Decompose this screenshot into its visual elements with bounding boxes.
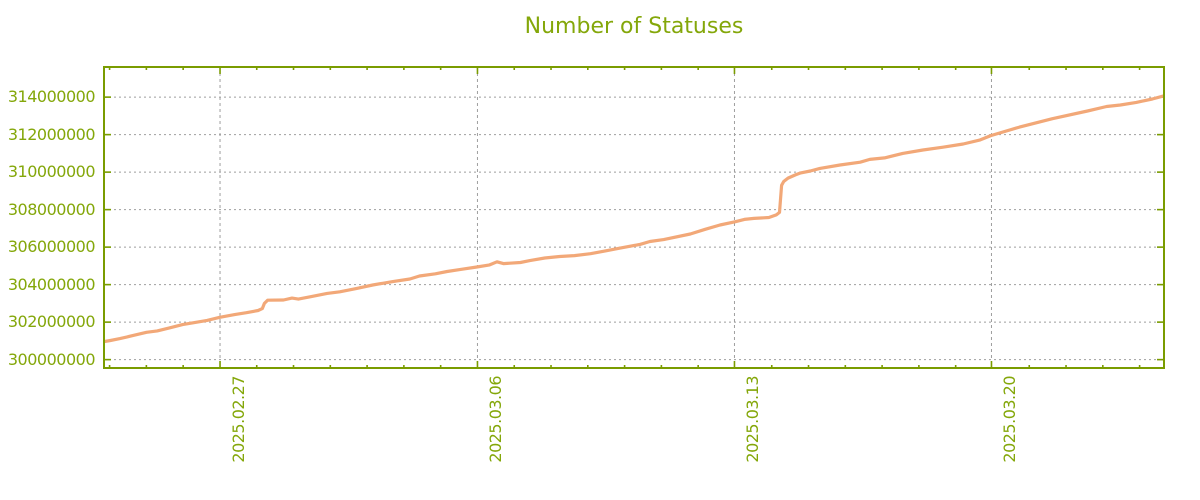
- y-tick-label: 304000000: [7, 274, 96, 294]
- y-tick-label: 314000000: [7, 87, 96, 107]
- plot-area: [103, 66, 1165, 369]
- y-tick-label: 302000000: [7, 312, 96, 332]
- y-tick-label: 308000000: [7, 199, 96, 219]
- y-tick-label: 312000000: [7, 124, 96, 144]
- y-tick-label: 310000000: [7, 162, 96, 182]
- y-tick-label: 306000000: [7, 237, 96, 257]
- chart-title: Number of Statuses: [524, 14, 744, 39]
- y-tick-label: 300000000: [7, 349, 96, 369]
- plot-svg: [103, 66, 1165, 369]
